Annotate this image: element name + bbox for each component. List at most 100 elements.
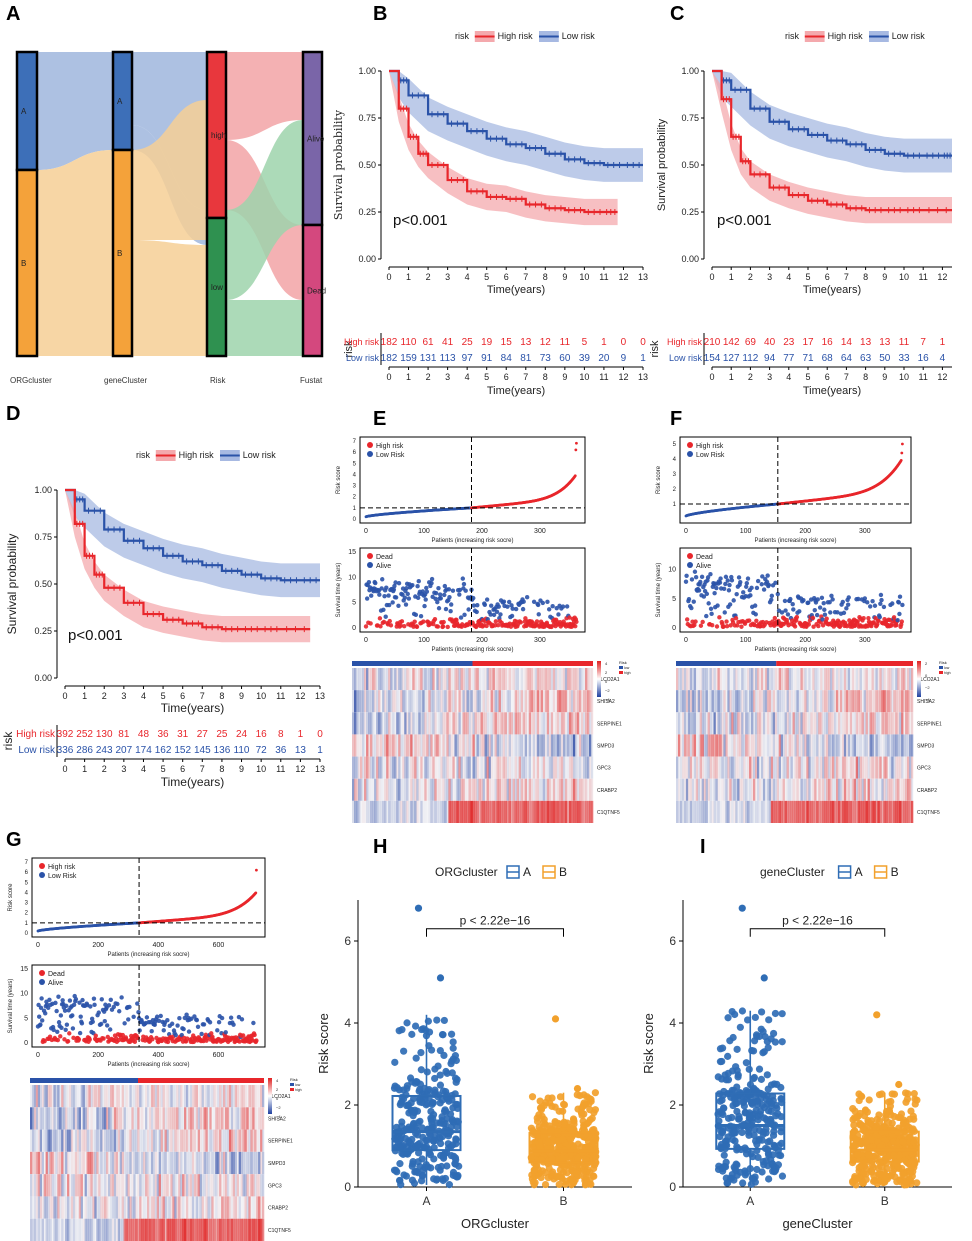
sankey-axis-label-2: Risk [210,376,227,385]
heatmap-cell [836,712,838,734]
heatmap-cell [490,734,493,757]
heatmap-cell [534,690,538,713]
heatmap-cell [701,734,704,757]
heatmap-cell [588,778,592,801]
heatmap-cell [496,800,499,823]
risk-score-point [575,441,578,445]
heatmap-cell [106,1085,109,1108]
heatmap-cell [731,734,734,757]
heatmap-cell [398,668,401,691]
heatmap-cell [735,690,738,713]
heatmap-cell [500,668,503,691]
heatmap-cell [848,757,850,779]
heatmap-cell [254,1085,257,1108]
risk-table-x-tick-label: 12 [937,372,947,382]
heatmap-cell [834,756,837,779]
survival-status-point [96,1010,101,1015]
heatmap-cell [366,668,369,691]
heatmap-cell [372,800,375,823]
heatmap-cell [822,778,825,801]
heatmap-cell [448,690,451,713]
heatmap-cell [790,734,793,757]
node-orgcluster-b [15,168,39,358]
heatmap-cell [526,800,530,823]
risk-table-title: risk [343,340,355,358]
heatmap-cell [782,756,785,779]
heatmap-cell [868,668,870,690]
heatmap-cell [689,734,693,757]
km-ci-band-high [65,490,311,643]
survival-status-point [510,606,515,611]
survival-status-point [380,577,385,582]
heatmap-cell [588,756,592,779]
heatmap-cell [691,734,695,757]
heatmap-cell [786,690,789,713]
heatmap-cell [830,800,833,823]
heatmap-cell [438,712,441,735]
risk-curve-y-tick-label: 5 [25,880,29,886]
heatmap-cell [812,690,815,713]
heatmap-cell [576,800,580,823]
survival-status-point [491,612,497,618]
heatmap-cell [776,668,779,691]
heatmap-cell [834,712,837,735]
risk-count-high: 182 [381,337,398,348]
heatmap-cell [524,668,528,691]
heatmap-cell [794,734,797,757]
heatmap-cell [733,800,736,823]
heatmap-cell [535,734,537,756]
survival-status-point [156,1018,162,1024]
heatmap-cell [881,690,884,713]
heatmap-cell [693,756,697,779]
heatmap-cell [57,1107,60,1130]
survival-status-point [37,1014,42,1019]
survival-status-point [693,619,698,624]
heatmap-cell [865,800,868,823]
risk-table-x-tick-label: 1 [406,372,411,382]
heatmap-cell [51,1129,54,1152]
survival-status-point [731,598,736,603]
survival-status-point [501,599,507,604]
heatmap-cell [492,690,495,713]
heatmap-cell [751,668,754,691]
heatmap-cell [246,1107,249,1130]
heatmap-cell [676,690,679,713]
heatmap-cell [442,734,445,757]
heatmap-cell [798,734,801,757]
km-x-tick-label: 11 [276,691,285,701]
heatmap-cell [98,1129,101,1152]
heatmap-cell [574,800,578,823]
heatmap-cell [205,1107,208,1130]
km-y-tick-label: 1.00 [34,485,52,495]
heatmap-cell [881,734,883,756]
survival-status-point [449,602,454,607]
km-curve-high [389,69,618,214]
heatmap-cell [570,734,574,757]
heatmap-cell [378,668,381,691]
heatmap-cell [366,690,369,713]
heatmap-cell [458,800,461,823]
heatmap-cell [550,800,554,823]
survival-status-point [186,1029,192,1034]
survival-status-point [116,1037,121,1043]
heatmap-cell [520,800,524,823]
risk-count-low: 243 [96,745,113,756]
heatmap-cell [729,712,732,735]
heatmap-cell [488,668,491,691]
survival-status-point [725,578,730,583]
status-x-tick-label: 200 [92,1052,104,1059]
heatmap-cell [358,668,361,691]
risk-count-low: 154 [704,353,721,364]
heatmap-cell [701,756,704,779]
heatmap-cell [135,1129,138,1152]
heatmap-cell [366,756,369,779]
heatmap-cell [580,690,584,713]
risk-count-high: 19 [481,337,493,348]
heatmap-cell [464,668,467,691]
heatmap-cell [885,778,888,801]
heatmap-cell [824,800,827,823]
heatmap-cell [723,801,725,823]
heatmap-cell [63,1129,66,1152]
heatmap-cell [464,690,467,713]
